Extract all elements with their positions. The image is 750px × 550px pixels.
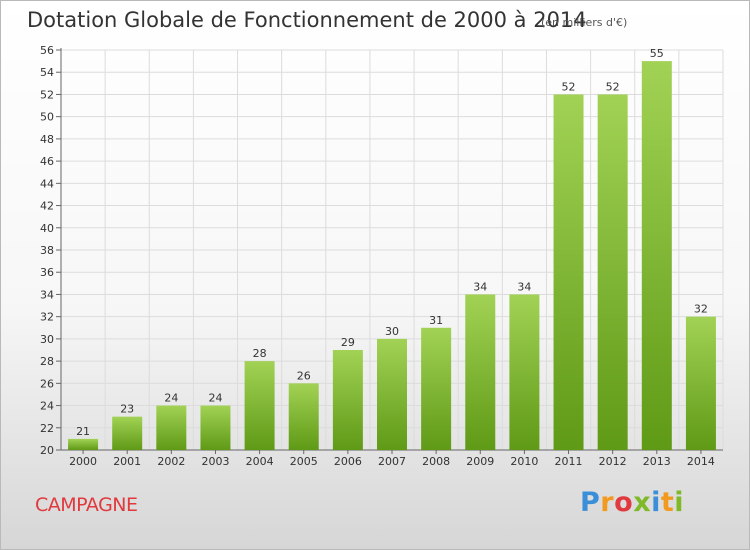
- data-label-2012: 52: [606, 80, 620, 93]
- x-tick-label-2005: 2005: [290, 455, 318, 468]
- x-tick-label-2011: 2011: [555, 455, 583, 468]
- x-tick-label-2008: 2008: [422, 455, 450, 468]
- y-tick-label: 20: [40, 444, 54, 457]
- y-tick-label: 36: [40, 266, 54, 279]
- y-tick-label: 32: [40, 311, 54, 324]
- data-label-2004: 28: [253, 347, 267, 360]
- data-label-2014: 32: [694, 303, 708, 316]
- data-label-2009: 34: [473, 280, 487, 293]
- bar-2005: [288, 383, 319, 450]
- data-labels: 21 23 24 24 28 26 29 30 31 34 34 52 52 55 32: [76, 47, 708, 438]
- x-tick-label-2010: 2010: [510, 455, 538, 468]
- y-tick-label: 56: [40, 44, 54, 57]
- bar-2008: [421, 327, 452, 450]
- y-tick-label: 46: [40, 155, 54, 168]
- data-label-2013: 55: [650, 47, 664, 60]
- y-tick-label: 30: [40, 333, 54, 346]
- data-label-2006: 29: [341, 336, 355, 349]
- bar-2003: [200, 405, 231, 450]
- x-tick-label-2000: 2000: [69, 455, 97, 468]
- bar-2000: [68, 438, 99, 450]
- x-tick-label-2003: 2003: [201, 455, 229, 468]
- x-tick-label-2014: 2014: [687, 455, 715, 468]
- data-label-2002: 24: [164, 392, 178, 405]
- bar-2007: [377, 338, 407, 450]
- bar-2006: [332, 350, 363, 450]
- y-tick-label: 34: [40, 288, 54, 301]
- x-tick-label-2007: 2007: [378, 455, 406, 468]
- data-label-2000: 21: [76, 425, 90, 438]
- x-tick-label-2009: 2009: [466, 455, 494, 468]
- y-tick-label: 48: [40, 133, 54, 146]
- data-label-2003: 24: [208, 392, 222, 405]
- axes: 20 22 24 26 28 30 32 34 36 38 40 42 44 46 48 50 52 54 56 20…: [40, 44, 723, 468]
- x-tick-label-2012: 2012: [599, 455, 627, 468]
- bar-2012: [597, 94, 628, 450]
- data-label-2011: 52: [562, 80, 576, 93]
- y-tick-label: 42: [40, 200, 54, 213]
- data-label-2005: 26: [297, 369, 311, 382]
- proxiti-logo: Proxiti: [580, 487, 685, 518]
- bar-2002: [156, 405, 187, 450]
- x-tick-label-2004: 2004: [246, 455, 274, 468]
- y-tick-label: 44: [40, 177, 54, 190]
- y-tick-label: 38: [40, 244, 54, 257]
- x-tick-label-2002: 2002: [157, 455, 185, 468]
- y-tick-label: 24: [40, 400, 54, 413]
- y-tick-label: 52: [40, 88, 54, 101]
- chart-subtitle: (en milliers d'€): [541, 16, 628, 29]
- y-tick-label: 40: [40, 222, 54, 235]
- x-tick-label-2001: 2001: [113, 455, 141, 468]
- x-tick-label-2006: 2006: [334, 455, 362, 468]
- bar-2004: [244, 361, 275, 450]
- data-label-2001: 23: [120, 403, 134, 416]
- bar-2013: [641, 61, 672, 450]
- bar-2009: [465, 294, 496, 450]
- data-label-2007: 30: [385, 325, 399, 338]
- x-tick-label-2013: 2013: [643, 455, 671, 468]
- y-tick-label: 28: [40, 355, 54, 368]
- y-tick-label: 50: [40, 111, 54, 124]
- data-label-2010: 34: [517, 280, 531, 293]
- y-tick-label: 22: [40, 422, 54, 435]
- bar-2014: [685, 316, 716, 450]
- bar-2010: [509, 294, 540, 450]
- bars: [68, 61, 716, 450]
- commune-name: CAMPAGNE: [35, 494, 138, 516]
- data-label-2008: 31: [429, 314, 443, 327]
- chart-title: Dotation Globale de Fonctionnement de 20…: [27, 8, 587, 32]
- bar-2011: [553, 94, 584, 450]
- y-tick-label: 54: [40, 66, 54, 79]
- bar-2001: [112, 416, 143, 450]
- y-tick-label: 26: [40, 377, 54, 390]
